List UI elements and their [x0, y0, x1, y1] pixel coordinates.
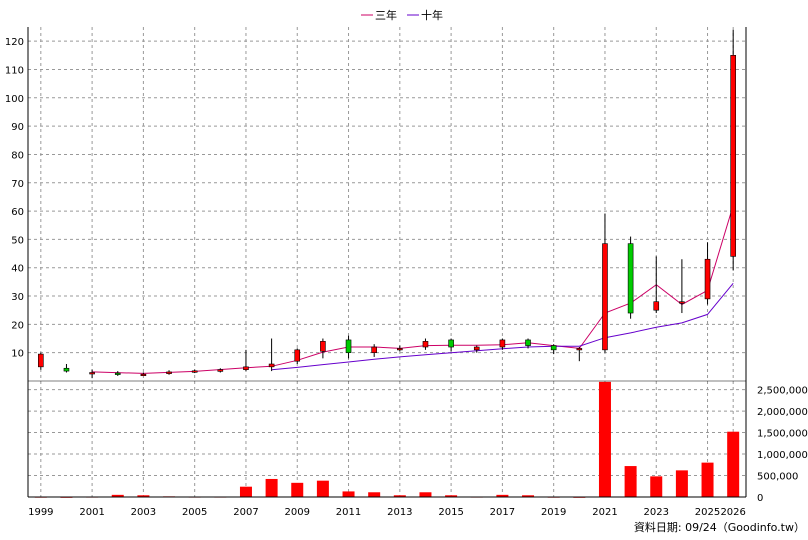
x-tick-label: 2015 — [438, 507, 463, 518]
price-tick-label: 80 — [11, 150, 24, 161]
candle-body — [473, 346, 480, 351]
x-tick-label: 2013 — [387, 507, 412, 518]
legend-label-three-year: 三年 — [375, 8, 397, 22]
volume-bar — [316, 480, 329, 497]
candle-body — [294, 349, 301, 362]
x-tick-label: 1999 — [28, 507, 53, 518]
price-tick-label: 10 — [11, 349, 24, 360]
candlesticks — [38, 29, 736, 379]
volume-bar — [701, 462, 714, 497]
candle-body — [627, 243, 634, 314]
volume-bar — [111, 494, 124, 497]
volume-bar — [239, 486, 252, 497]
price-tick-label: 20 — [11, 320, 24, 331]
volume-tick-label: 2,000,000 — [757, 407, 808, 418]
candle-body — [345, 339, 352, 353]
x-tick-label: 2005 — [182, 507, 207, 518]
volume-bar — [650, 476, 663, 497]
candle-body — [653, 301, 660, 311]
volume-bar — [496, 494, 509, 497]
price-tick-label: 40 — [11, 264, 24, 275]
price-tick-label: 110 — [5, 65, 24, 76]
price-tick-label: 120 — [5, 37, 24, 48]
volume-bar — [137, 495, 150, 497]
candle-body — [268, 363, 275, 368]
volume-bar — [598, 381, 611, 497]
candle-body — [704, 258, 711, 300]
candle-body — [550, 345, 557, 351]
legend: 三年 十年 — [361, 8, 443, 22]
volume-bar — [368, 492, 381, 497]
candle-body — [422, 341, 429, 348]
candle-body — [217, 369, 224, 372]
candle-body — [140, 373, 147, 377]
source-date-text: 資料日期: 09/24（Goodinfo.tw） — [634, 520, 805, 534]
volume-tick-label: 1,000,000 — [757, 450, 808, 461]
candle-body — [38, 353, 44, 368]
price-tick-label: 70 — [11, 179, 24, 190]
candle-body — [576, 348, 583, 351]
volume-bar — [265, 478, 278, 497]
volume-bar — [522, 495, 535, 497]
price-grid — [28, 27, 746, 497]
x-tick-label: 2011 — [336, 507, 361, 518]
volume-tick-label: 0 — [757, 493, 763, 504]
candle-body — [371, 346, 377, 353]
volume-bar — [445, 495, 458, 497]
candle-body — [730, 55, 736, 257]
axes — [27, 27, 747, 498]
candle-body — [525, 339, 531, 346]
x-tick-label: 2023 — [644, 507, 669, 518]
candle-body — [448, 339, 454, 348]
x-tick-label: 2026 — [720, 507, 745, 518]
x-tick-label: 2003 — [131, 507, 156, 518]
candle-body — [114, 372, 121, 375]
candle-body — [191, 370, 198, 373]
candle-body — [499, 339, 506, 348]
x-tick-label: 2009 — [285, 507, 310, 518]
x-tick-label: 2021 — [592, 507, 617, 518]
volume-bar — [624, 466, 637, 497]
x-tick-label: 2007 — [233, 507, 258, 518]
price-tick-label: 100 — [5, 94, 24, 105]
volume-tick-label: 500,000 — [757, 472, 798, 483]
candle-body — [602, 243, 608, 351]
candle-body — [679, 301, 685, 304]
candle-body — [243, 366, 249, 370]
volume-tick-label: 2,500,000 — [757, 386, 808, 397]
candle-body — [63, 367, 70, 372]
volume-axis-labels: 0 500,000 1,000,000 1,500,000 2,000,000 2,500… — [757, 386, 808, 504]
x-tick-label: 2017 — [490, 507, 515, 518]
price-tick-label: 90 — [11, 122, 24, 133]
x-tick-label: 2025 — [695, 507, 720, 518]
candle-body — [89, 372, 95, 375]
candle-body — [166, 371, 172, 374]
legend-label-ten-year: 十年 — [421, 8, 443, 22]
volume-bar — [393, 495, 406, 497]
price-axis-labels: 10 20 30 40 50 60 70 80 90 100 110 120 — [5, 37, 24, 360]
volume-bar — [342, 491, 355, 497]
x-tick-label: 2001 — [79, 507, 104, 518]
candle-body — [320, 341, 326, 352]
x-axis-labels: 1999 2001 2003 2005 2007 2009 2011 2013 2015 2017… — [28, 507, 746, 518]
volume-bar — [291, 482, 304, 497]
price-tick-label: 60 — [11, 207, 24, 218]
x-tick-label: 2019 — [541, 507, 566, 518]
price-tick-label: 50 — [11, 235, 24, 246]
volume-bar — [675, 470, 688, 497]
volume-bar — [419, 492, 432, 497]
volume-tick-label: 1,500,000 — [757, 429, 808, 440]
volume-bar — [727, 431, 740, 497]
candle-body — [397, 348, 403, 351]
price-tick-label: 30 — [11, 292, 24, 303]
